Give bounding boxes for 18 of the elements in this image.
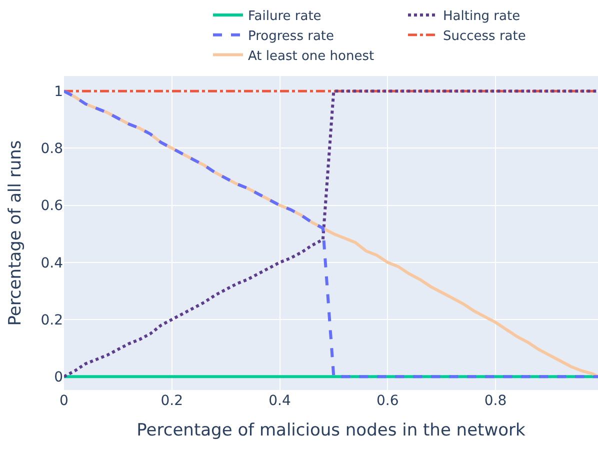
legend-label: Progress rate	[248, 28, 334, 44]
legend-label: At least one honest	[248, 48, 374, 64]
y-tick-label: 0.6	[40, 198, 64, 214]
y-tick-label: 0.8	[40, 141, 63, 158]
x-tick-label: 0.6	[376, 393, 399, 409]
line-series	[64, 90, 598, 378]
x-tick-label: 0.2	[160, 393, 184, 409]
y-axis-title: Percentage of all runs	[5, 140, 26, 326]
y-tick-label: 0	[54, 369, 63, 386]
legend-label: Halting rate	[443, 9, 520, 24]
legend-label: Failure rate	[248, 9, 322, 24]
y-tick-label: 1	[54, 84, 63, 100]
y-tick-label: 0.2	[40, 312, 63, 328]
x-axis-title: Percentage of malicious nodes in the network	[136, 420, 526, 440]
legend-label: Success rate	[443, 28, 526, 44]
x-tick-label: 0.4	[268, 393, 291, 409]
y-tick-label: 0.4	[40, 255, 64, 272]
x-tick-label: 0.8	[484, 393, 507, 409]
